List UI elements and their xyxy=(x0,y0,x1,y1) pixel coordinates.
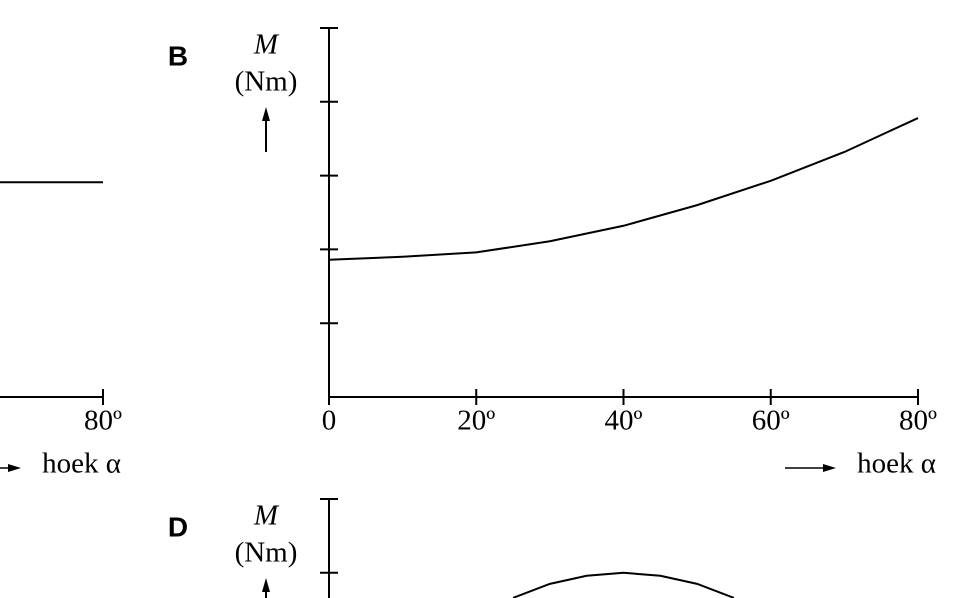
x-arrow-head xyxy=(823,464,836,472)
x-tick-label: 80º xyxy=(84,405,122,437)
x-tick-label: 80º xyxy=(899,405,937,437)
panel-letter: D xyxy=(168,511,188,542)
x-axis-label: hoek α xyxy=(42,448,121,480)
x-tick-label: 20º xyxy=(457,405,495,437)
y-axis-unit: (Nm) xyxy=(235,66,298,98)
y-axis-label: M xyxy=(253,29,280,61)
y-arrow-head xyxy=(262,107,270,121)
x-tick-label: 40º xyxy=(605,405,643,437)
x-tick-label: 60º xyxy=(752,405,790,437)
y-arrow-head xyxy=(262,578,270,592)
panel-letter: B xyxy=(168,40,188,71)
curve xyxy=(512,571,735,598)
y-axis-unit: (Nm) xyxy=(235,537,298,569)
curve xyxy=(328,117,919,261)
x-arrow-head xyxy=(8,464,21,472)
x-axis-label: hoek α xyxy=(857,448,936,480)
x-tick-label: 0 xyxy=(322,405,337,437)
y-axis-label: M xyxy=(253,500,280,532)
